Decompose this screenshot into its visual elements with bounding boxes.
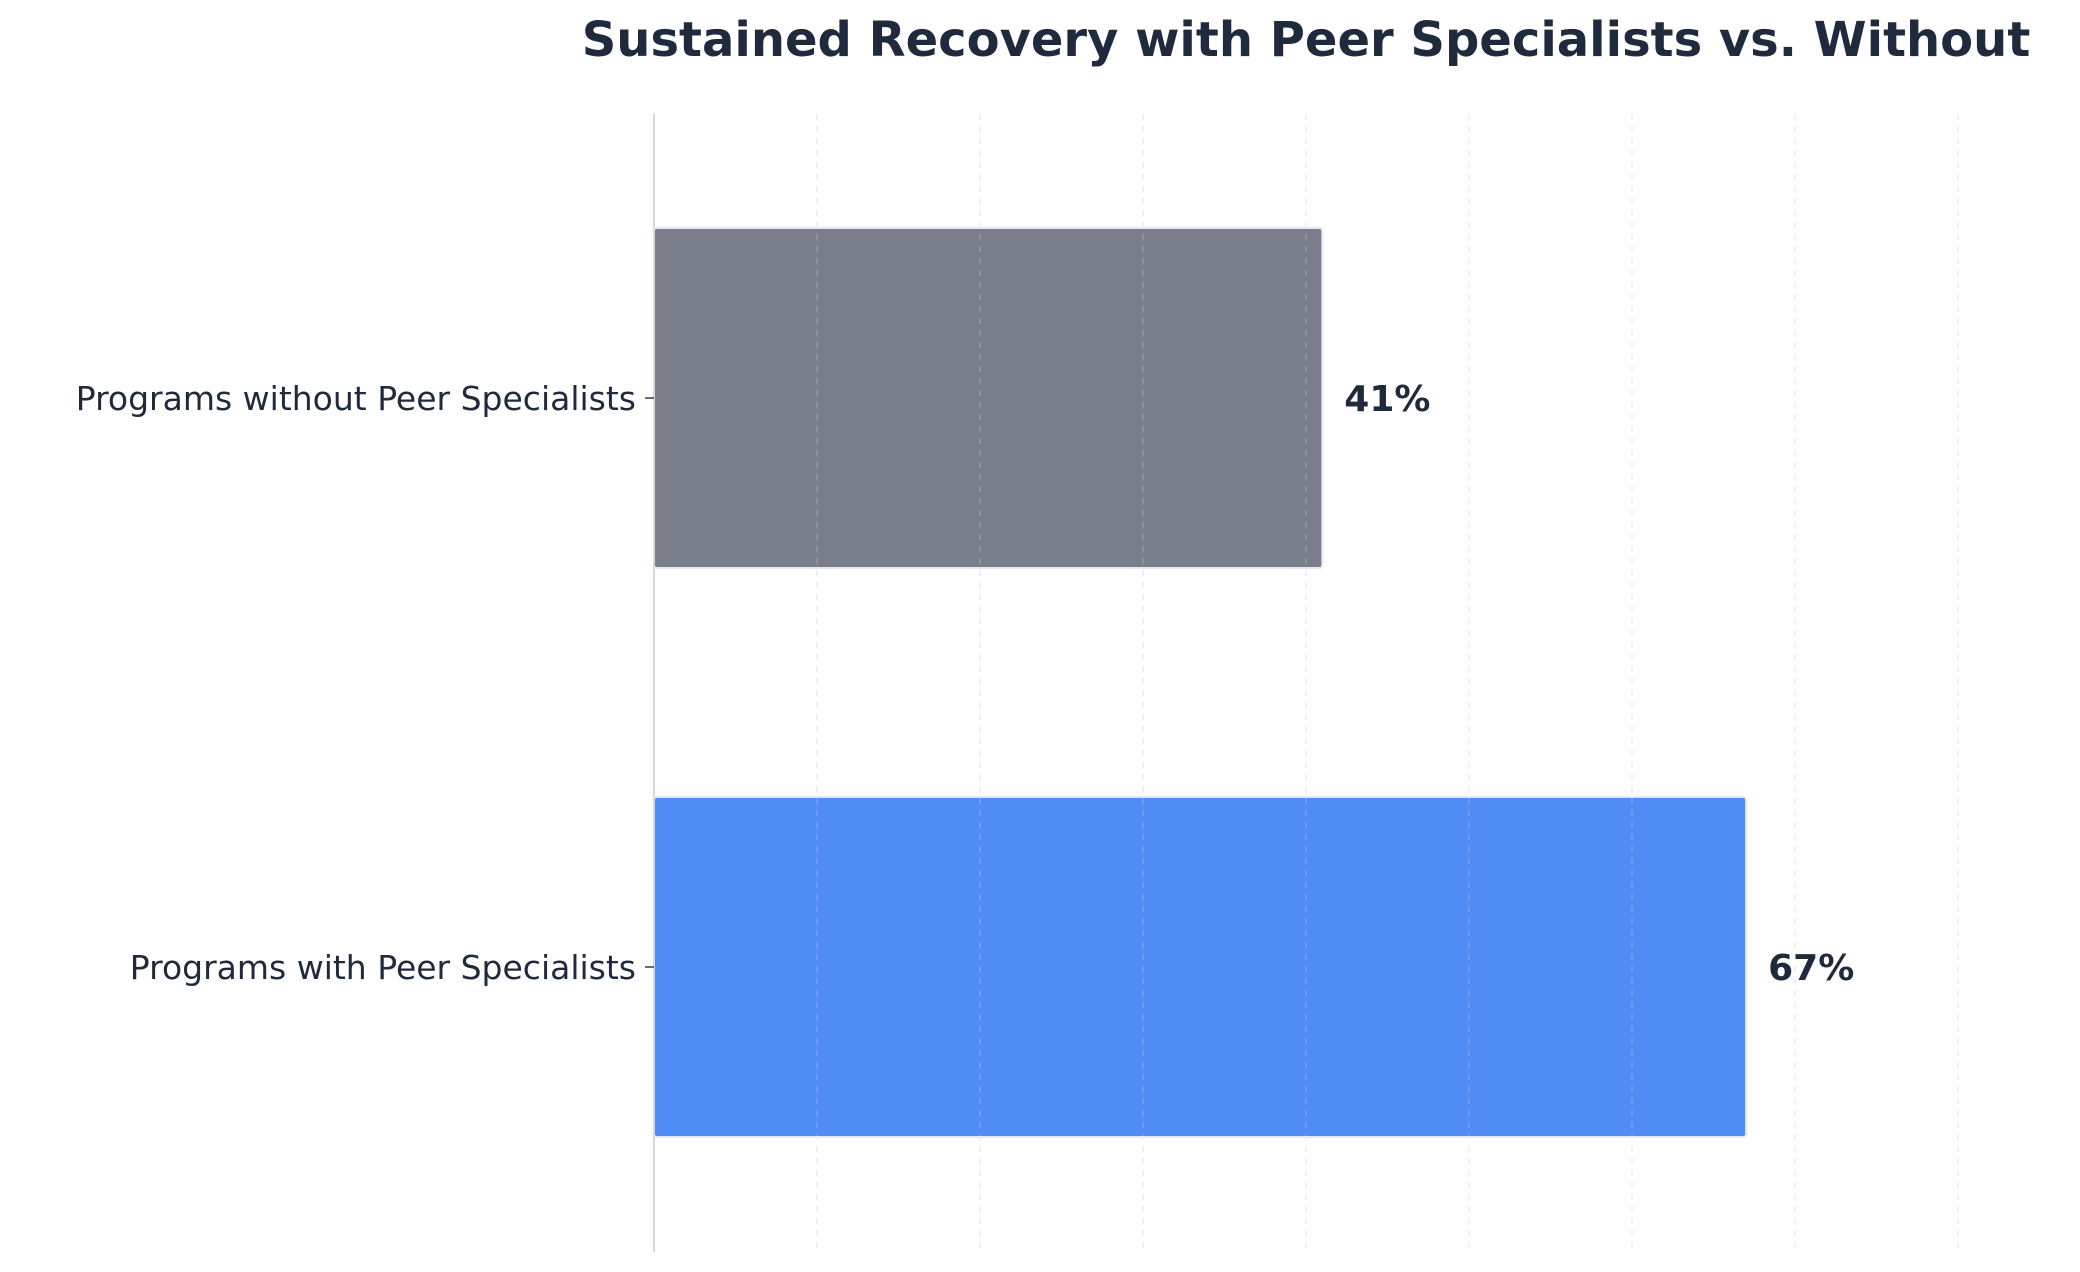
bars [653, 227, 1748, 1138]
data-label: 67% [1768, 948, 1854, 989]
bar [653, 796, 1748, 1138]
gridlines-overlay [816, 114, 1959, 1252]
labels: Programs without Peer Specialists 41% Prog… [76, 379, 1855, 989]
y-tick-label: Programs without Peer Specialists [76, 379, 636, 418]
y-tick-label: Programs with Peer Specialists [130, 948, 636, 987]
bar [653, 227, 1324, 569]
chart-title: Sustained Recovery with Peer Specialists… [582, 12, 2031, 68]
data-label: 41% [1344, 379, 1430, 420]
